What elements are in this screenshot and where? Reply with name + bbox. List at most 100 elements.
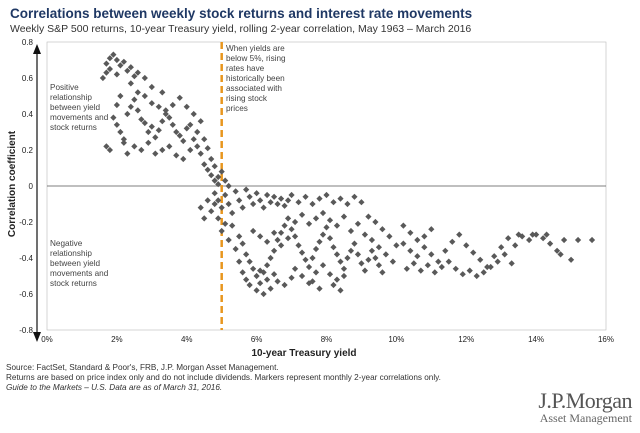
- y-tick-label: 0: [29, 182, 34, 191]
- data-point: [113, 101, 120, 109]
- scatter-chart: 0.8 0.6 0.4 0.2 0 -0.2 -0.4 -0.6 -0.8 0% 2% 4% 6% 8%…: [7, 38, 614, 359]
- data-point: [159, 146, 166, 154]
- data-points: [99, 51, 596, 298]
- data-point: [201, 136, 208, 143]
- data-point: [358, 199, 365, 206]
- data-point: [508, 260, 515, 267]
- data-point: [316, 195, 323, 202]
- data-point: [162, 107, 169, 114]
- data-point: [218, 168, 225, 175]
- data-point: [312, 215, 320, 222]
- data-point: [515, 231, 522, 238]
- data-point: [529, 231, 536, 238]
- y-tick-label: 0.6: [22, 74, 34, 83]
- y-axis-label: Correlation coefficient: [7, 130, 18, 237]
- data-point: [382, 251, 389, 258]
- data-point: [270, 247, 278, 254]
- data-point: [312, 269, 320, 276]
- data-point: [152, 150, 159, 157]
- data-point: [281, 202, 288, 209]
- y-tick-label: 0.8: [22, 38, 34, 47]
- data-point: [141, 74, 148, 82]
- data-point: [253, 190, 260, 197]
- data-point: [305, 220, 313, 227]
- data-point: [187, 121, 194, 128]
- data-point: [480, 269, 487, 276]
- data-point: [456, 231, 463, 238]
- data-point: [236, 233, 243, 240]
- footer-notes: Source: FactSet, Standard & Poor's, FRB,…: [6, 363, 441, 393]
- data-point: [246, 193, 253, 200]
- data-point: [316, 238, 323, 245]
- data-point: [470, 249, 477, 256]
- brand-logo: J.P.Morgan Asset Management: [538, 388, 632, 426]
- data-point: [180, 155, 187, 163]
- data-point: [375, 244, 383, 251]
- returns-note: Returns are based on price index only an…: [6, 373, 441, 382]
- data-point: [246, 281, 253, 289]
- data-point: [588, 236, 596, 244]
- chart-title: Correlations between weekly stock return…: [10, 6, 473, 21]
- data-point: [239, 269, 246, 276]
- data-point: [257, 233, 264, 240]
- data-point: [319, 231, 327, 238]
- data-point: [459, 271, 466, 278]
- data-point: [295, 199, 302, 206]
- data-point: [333, 251, 341, 258]
- positive-annotation-text: Positive relationship between yield movemen…: [50, 83, 109, 132]
- data-point: [225, 182, 232, 190]
- data-point: [250, 227, 257, 235]
- data-point: [120, 58, 127, 65]
- data-point: [298, 272, 306, 280]
- x-tick-label: 16%: [598, 335, 614, 344]
- data-point: [354, 251, 362, 258]
- data-point: [169, 121, 176, 128]
- source-note: Source: FactSet, Standard & Poor's, FRB,…: [6, 363, 279, 372]
- data-point: [113, 56, 120, 64]
- data-point: [312, 245, 320, 253]
- data-point: [340, 272, 348, 280]
- positive-annotation: Positive relationship between yield movemen…: [50, 83, 109, 132]
- data-point: [204, 166, 211, 173]
- data-point: [330, 281, 337, 289]
- data-point: [365, 213, 372, 220]
- data-point: [169, 101, 176, 109]
- data-point: [222, 177, 229, 184]
- data-point: [358, 260, 365, 267]
- data-point: [567, 256, 575, 263]
- data-point: [323, 191, 330, 199]
- data-point: [438, 263, 445, 271]
- data-point: [270, 193, 278, 200]
- data-point: [379, 226, 386, 233]
- data-point: [257, 197, 264, 204]
- x-tick-label: 4%: [181, 335, 193, 344]
- data-point: [264, 191, 271, 199]
- data-point: [117, 92, 124, 100]
- data-point: [225, 200, 232, 208]
- data-point: [372, 218, 379, 226]
- data-point: [319, 209, 327, 217]
- data-point: [197, 118, 204, 125]
- data-point: [215, 181, 222, 188]
- data-point: [155, 103, 162, 110]
- data-point: [400, 240, 407, 247]
- data-point: [124, 67, 131, 74]
- data-point: [190, 110, 197, 118]
- data-point: [407, 229, 414, 236]
- data-point: [267, 199, 274, 206]
- data-point: [204, 197, 211, 204]
- data-point: [124, 110, 131, 118]
- data-point: [211, 190, 218, 197]
- data-point: [277, 195, 285, 202]
- data-point: [215, 215, 222, 222]
- data-point: [148, 83, 155, 91]
- data-point: [264, 262, 271, 269]
- data-point: [197, 150, 204, 157]
- data-point: [274, 236, 281, 244]
- data-point: [215, 173, 222, 181]
- data-point: [211, 200, 218, 208]
- y-tick-label: -0.2: [19, 218, 33, 227]
- arrow-down-icon: [33, 332, 41, 342]
- data-point: [386, 233, 393, 240]
- data-point: [183, 125, 190, 132]
